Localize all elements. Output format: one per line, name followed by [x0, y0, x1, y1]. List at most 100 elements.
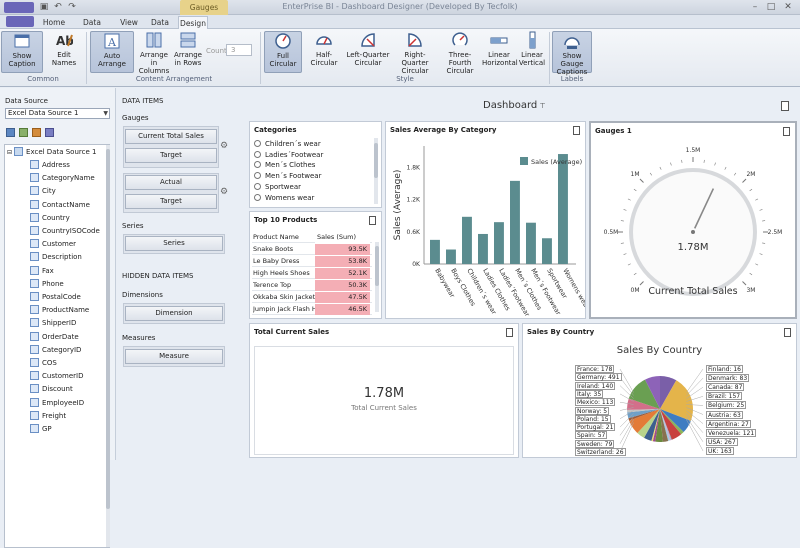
tree-field-categoryname[interactable]: CategoryName [30, 173, 95, 186]
tree-field-shipperid[interactable]: ShipperID [30, 318, 76, 331]
three-fourth-circular-button[interactable]: Three-Fourth Circular [440, 31, 480, 73]
left-quarter-circular-button[interactable]: Left-Quarter Circular [346, 31, 390, 73]
export-icon[interactable] [369, 216, 376, 225]
tree-root[interactable]: ⊟Excel Data Source 1 [7, 147, 96, 160]
bar[interactable] [526, 223, 536, 264]
add-icon[interactable] [6, 128, 15, 137]
tree-field-postalcode[interactable]: PostalCode [30, 292, 81, 305]
category-option[interactable]: Men´s Clothes [254, 160, 315, 170]
linear-horizontal-button[interactable]: Linear Horizontal [482, 31, 516, 73]
category-option[interactable]: Men´s Footwear [254, 171, 321, 181]
tab-home[interactable]: Home [38, 16, 70, 29]
table-row[interactable]: Jumpin Jack Flash Hi...46.5K [252, 304, 372, 315]
dimension-button[interactable]: Dimension [125, 306, 223, 321]
auto-arrange-button[interactable]: A Auto Arrange [90, 31, 134, 73]
tree-field-fax[interactable]: Fax [30, 266, 54, 279]
ribbon-tabs: Home Data Source View Data Design [0, 15, 800, 29]
export-icon[interactable] [573, 126, 580, 135]
refresh-icon[interactable] [19, 128, 28, 137]
tree-field-customer[interactable]: Customer [30, 239, 76, 252]
full-circular-button[interactable]: Full Circular [264, 31, 302, 73]
tree-field-cos[interactable]: COS [30, 358, 57, 371]
tree-field-country[interactable]: Country [30, 213, 70, 226]
tree-field-discount[interactable]: Discount [30, 384, 73, 397]
sales-average-panel: Sales Average By Category Sales (Average… [385, 121, 586, 319]
edit-names-button[interactable]: Ab Edit Names [45, 31, 83, 73]
export-icon[interactable] [781, 101, 789, 111]
file-tab[interactable] [6, 16, 34, 27]
table-scrollbar[interactable] [375, 242, 379, 312]
scrollbar-thumb[interactable] [374, 143, 378, 178]
target-button[interactable]: Target [125, 148, 217, 163]
scrollbar-thumb[interactable] [375, 246, 379, 286]
tree-field-orderdate[interactable]: OrderDate [30, 332, 79, 345]
tree-field-freight[interactable]: Freight [30, 411, 66, 424]
series-button[interactable]: Series [125, 236, 223, 251]
tree-field-city[interactable]: City [30, 186, 56, 199]
bar[interactable] [478, 234, 488, 264]
gear-icon[interactable]: ⚙ [220, 141, 230, 151]
radio-icon [254, 140, 261, 147]
tree-field-description[interactable]: Description [30, 252, 82, 265]
scrollbar-thumb[interactable] [106, 149, 110, 509]
gear-icon[interactable]: ⚙ [220, 187, 230, 197]
tree-field-employeeid[interactable]: EmployeeID [30, 398, 84, 411]
bar[interactable] [430, 240, 440, 264]
tab-design[interactable]: Design [178, 16, 208, 29]
pie-label: Switzerland: 26 [575, 448, 626, 456]
arrange-rows-button[interactable]: Arrange in Rows [174, 31, 202, 73]
tree-field-contactname[interactable]: ContactName [30, 200, 90, 213]
data-source-select[interactable]: Excel Data Source 1▼ [5, 108, 110, 119]
close-icon[interactable]: ✕ [781, 1, 795, 13]
maximize-icon[interactable]: □ [764, 1, 778, 13]
filter-icon[interactable] [45, 128, 54, 137]
count-spinner[interactable]: 3 [226, 44, 252, 56]
target-button-2[interactable]: Target [125, 194, 217, 209]
tree-field-customerid[interactable]: CustomerID [30, 371, 83, 384]
export-icon[interactable] [506, 328, 513, 337]
sort-icon[interactable] [32, 128, 41, 137]
half-circular-button[interactable]: Half-Circular [304, 31, 344, 73]
bar[interactable] [462, 217, 472, 264]
tab-data[interactable]: Data [145, 16, 175, 29]
tree-field-gp[interactable]: GP [30, 424, 52, 437]
export-icon[interactable] [783, 127, 790, 136]
bar[interactable] [558, 154, 568, 264]
title-filter-icon[interactable]: ⊤ [537, 102, 545, 110]
tree-field-address[interactable]: Address [30, 160, 70, 173]
gauge-tick [755, 199, 758, 200]
tab-view[interactable]: View [116, 16, 142, 29]
tree-scrollbar[interactable] [106, 145, 110, 547]
show-caption-button[interactable]: Show Caption [1, 31, 43, 73]
bar[interactable] [510, 181, 520, 264]
pie-label: Norway: 5 [575, 407, 609, 415]
actual-button[interactable]: Actual [125, 175, 217, 190]
show-gauge-captions-button[interactable]: Show Gauge Captions [552, 31, 592, 73]
category-option[interactable]: Children´s wear [254, 139, 321, 149]
minimize-icon[interactable]: – [748, 1, 762, 13]
right-quarter-circular-button[interactable]: Right-Quarter Circular [392, 31, 438, 73]
tree-field-phone[interactable]: Phone [30, 279, 64, 292]
tree-field-productname[interactable]: ProductName [30, 305, 89, 318]
tree-field-countryisocode[interactable]: CountryISOCode [30, 226, 100, 239]
category-option[interactable]: Ladies´Footwear [254, 150, 323, 160]
arrange-columns-button[interactable]: Arrange in Columns [136, 31, 172, 73]
linear-vertical-button[interactable]: Linear Vertical [518, 31, 546, 73]
field-icon [30, 186, 39, 195]
bar[interactable] [494, 222, 504, 264]
list-scrollbar[interactable] [374, 138, 378, 204]
category-option[interactable]: Womens wear [254, 193, 314, 203]
tab-data-source[interactable]: Data Source [70, 16, 114, 29]
tree-field-categoryid[interactable]: CategoryID [30, 345, 81, 358]
measure-button[interactable]: Measure [125, 349, 223, 364]
current-total-sales-button[interactable]: Current Total Sales [125, 129, 217, 144]
bar[interactable] [446, 250, 456, 264]
category-option[interactable]: Sportwear [254, 182, 301, 192]
bar[interactable] [542, 238, 552, 264]
panel-title: Top 10 Products [254, 216, 317, 224]
